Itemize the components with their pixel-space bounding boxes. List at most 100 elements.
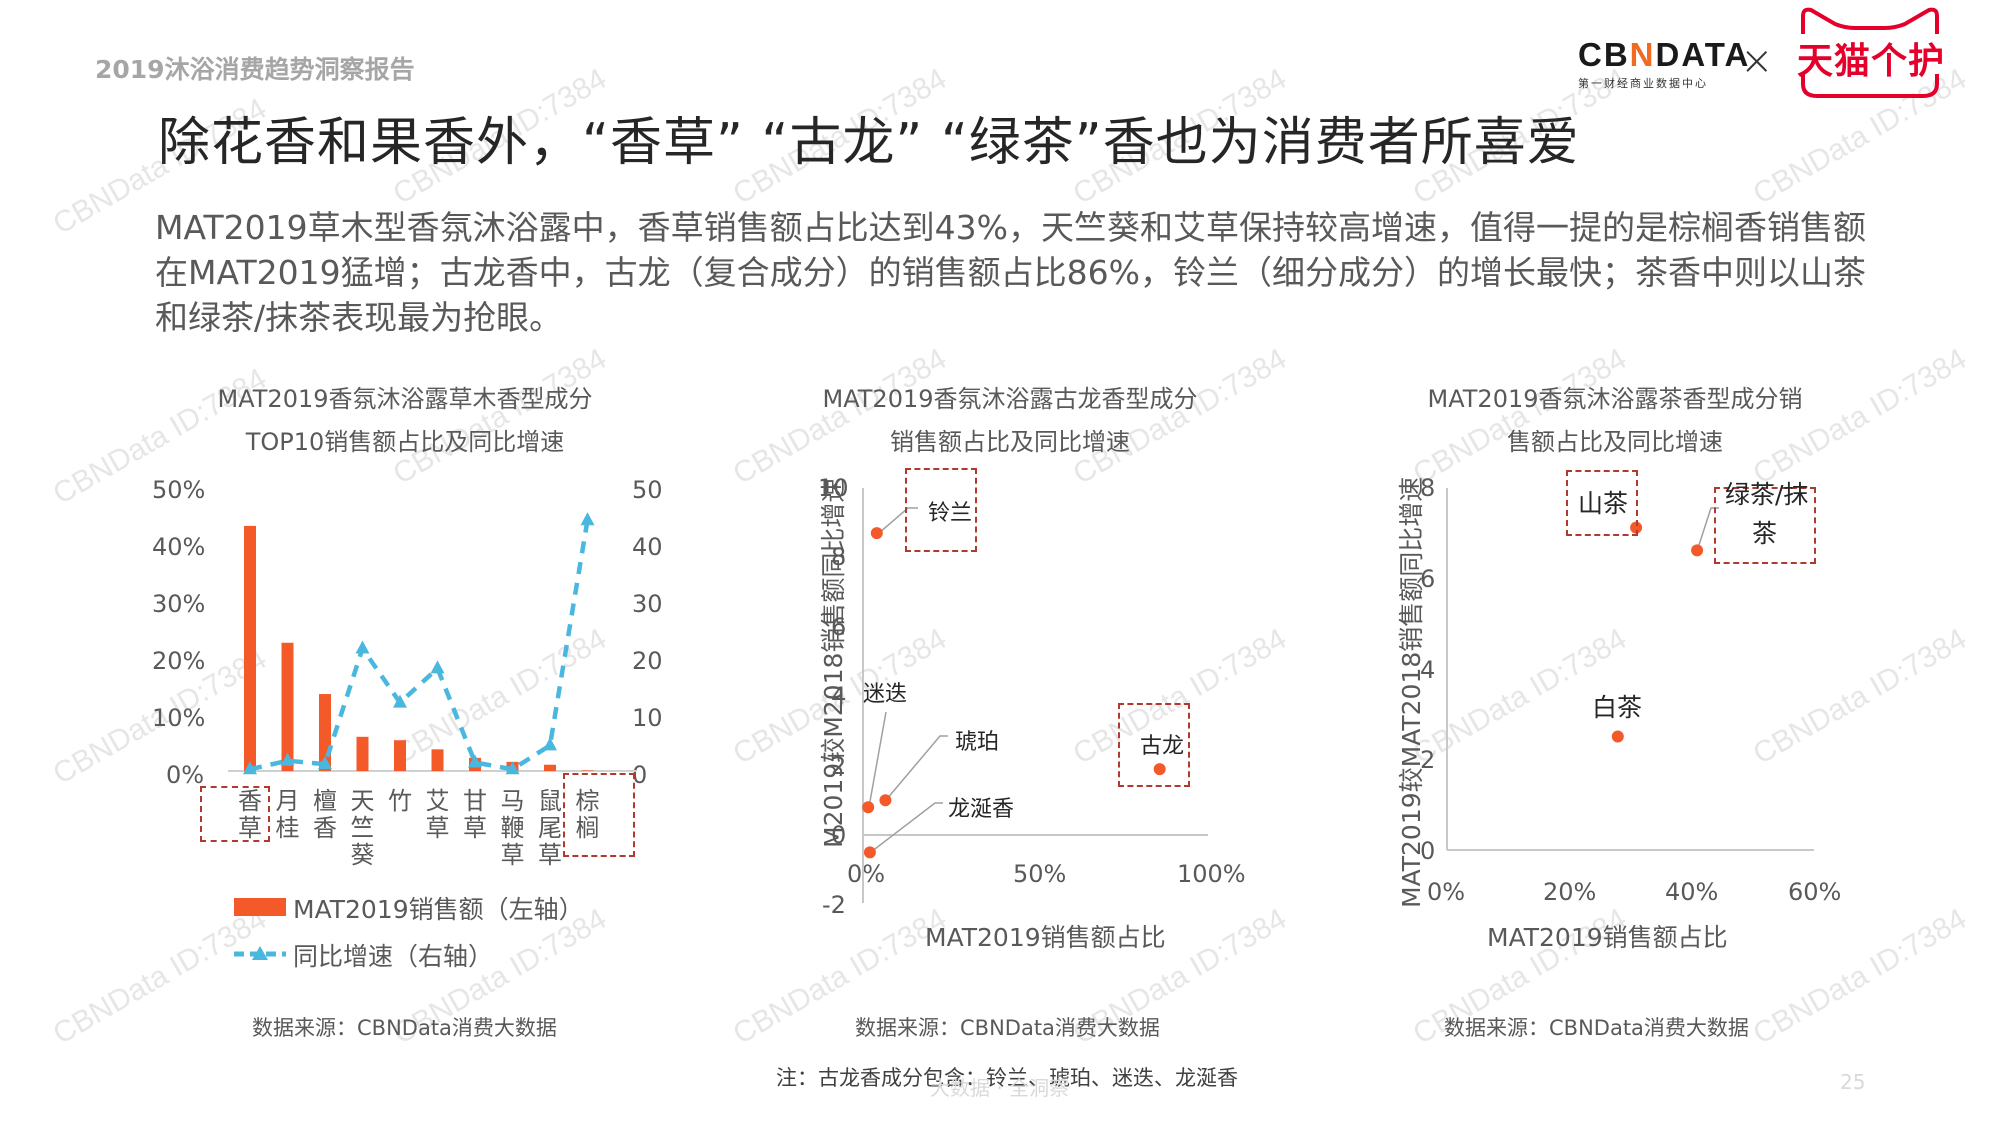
point-label: 古龙: [1140, 734, 1185, 759]
y-tick: 2: [831, 752, 847, 780]
x-tick: 100%: [1177, 860, 1246, 888]
x-category-label: 棕榈: [575, 787, 600, 842]
highlight-box-gulong: [1118, 703, 1190, 787]
legend-bar-label: MAT2019销售额（左轴）: [293, 895, 584, 924]
chart1-title: MAT2019香氛沐浴露草木香型成分 TOP10销售额占比及同比增速: [175, 378, 635, 464]
bar-竹: [394, 740, 406, 771]
legend-line-label: 同比增速（右轴）: [293, 942, 494, 971]
x-category-label: 鼠尾草: [538, 787, 562, 869]
line-marker-triangle-icon: [580, 512, 595, 526]
bar-天竺葵: [356, 736, 369, 771]
bar-香草: [244, 525, 256, 771]
report-name: 2019沐浴消费趋势洞察报告: [95, 55, 415, 84]
chart3-source: 数据来源：CBNData消费大数据: [1444, 1016, 1749, 1040]
x-tick: 20%: [1543, 878, 1597, 906]
point-label: 铃兰: [928, 501, 973, 526]
right-tick: 30: [632, 590, 663, 618]
y-tick: 6: [831, 613, 847, 641]
highlight-box-zonglv: [563, 773, 635, 857]
x-tick: 0%: [847, 860, 886, 888]
scatter-point-铃兰: [870, 527, 883, 540]
x-tick: 50%: [1013, 860, 1067, 888]
tmall-logo: 天猫个护: [1795, 4, 1945, 100]
y-tick: 4: [831, 682, 847, 710]
scatter-point-古龙: [1153, 763, 1166, 776]
point-label: 茶: [1752, 519, 1778, 548]
x-category-label: 月桂: [275, 787, 300, 842]
left-tick: 0%: [166, 761, 205, 789]
x-category-label: 竹: [388, 787, 412, 815]
tmall-cat-frame-icon: [1801, 7, 1939, 98]
highlight-box-shancha: [1566, 470, 1638, 536]
chart2-note: 注：古龙香成分包含：铃兰、琥珀、迷迭、龙涎香: [776, 1066, 1238, 1090]
bar-艾草: [431, 749, 444, 771]
point-label: 琥珀: [955, 730, 1000, 755]
scatter-point-琥珀: [879, 794, 892, 807]
logo-n-mark: N: [1629, 36, 1656, 73]
cbndata-subtitle: 第一财经商业数据中心: [1578, 77, 1708, 90]
left-tick: 50%: [152, 476, 206, 504]
chart3-points: [1611, 521, 1704, 743]
chart3-title: MAT2019香氛沐浴露茶香型成分销 售额占比及同比增速: [1385, 378, 1845, 464]
chart2-title: MAT2019香氛沐浴露古龙香型成分 销售额占比及同比增速: [780, 378, 1240, 464]
x-category-label: 甘草: [463, 787, 487, 842]
highlight-box-xiangcao: [200, 786, 270, 842]
chart2-source: 数据来源：CBNData消费大数据: [855, 1016, 1160, 1040]
line-marker-triangle-icon: [393, 694, 407, 708]
chart2-points: [862, 527, 1166, 859]
chart1-source: 数据来源：CBNData消费大数据: [252, 1016, 557, 1040]
logo-data: DATA: [1655, 36, 1751, 73]
right-tick: 50: [632, 476, 663, 504]
chart1-title-line1: MAT2019香氛沐浴露草木香型成分: [217, 385, 593, 413]
x-category-label: 檀香: [313, 787, 337, 842]
right-tick: 0: [632, 761, 648, 789]
footer-tagline: 大数据 · 全洞察: [930, 1076, 1070, 1100]
line-marker-triangle-icon: [318, 756, 332, 770]
summary-paragraph: MAT2019草木型香氛沐浴露中，香草销售额占比达到43%，天竺葵和艾草保持较高…: [155, 208, 1866, 337]
point-label: 白茶: [1592, 693, 1643, 722]
bar-棕榈: [581, 770, 594, 771]
line-marker-triangle-icon: [543, 737, 557, 751]
highlight-box-linglan: [905, 468, 977, 552]
point-label: 绿茶/抹: [1725, 480, 1809, 509]
legend-bar-swatch: [234, 898, 286, 916]
chart2-title-line1: MAT2019香氛沐浴露古龙香型成分: [822, 385, 1198, 413]
x-tick: 0%: [1427, 878, 1466, 906]
point-label: 山茶: [1578, 489, 1629, 518]
scatter-point-龙涎香: [863, 846, 876, 859]
bar-月桂: [281, 642, 294, 771]
scatter-point-迷迭: [862, 801, 875, 814]
x-category-label: 香草: [238, 787, 262, 842]
chart1-growth-line: [243, 512, 595, 775]
x-tick: 40%: [1665, 878, 1719, 906]
chart2-title-line2: 销售额占比及同比增速: [890, 428, 1130, 456]
y-tick: 10: [818, 474, 849, 502]
line-marker-triangle-icon: [243, 761, 257, 775]
y-tick: 8: [831, 543, 847, 571]
left-tick: 40%: [152, 533, 206, 561]
y-tick: 2: [1420, 746, 1436, 774]
left-tick: 20%: [152, 647, 206, 675]
y-tick: 8: [1420, 474, 1436, 502]
cbndata-logo: CBNDATA 第一财经商业数据中心: [1578, 38, 1750, 91]
page-number: 25: [1840, 1070, 1866, 1094]
y-tick: -2: [822, 891, 846, 919]
left-tick: 30%: [152, 590, 206, 618]
y-tick: 4: [1420, 656, 1436, 684]
page-title: 除花香和果香外，“香草” “古龙” “绿茶”香也为消费者所喜爱: [158, 113, 1580, 173]
point-label: 龙涎香: [948, 797, 1015, 822]
chart3-x-axis-title: MAT2019销售额占比: [1487, 923, 1728, 952]
times-icon: ×: [1740, 38, 1774, 84]
highlight-box-lvcha: [1714, 487, 1816, 564]
point-label: 迷迭: [863, 682, 908, 707]
chart3-title-line2: 售额占比及同比增速: [1507, 428, 1723, 456]
scatter-point-绿茶/抹茶: [1691, 544, 1704, 557]
right-tick: 40: [632, 533, 663, 561]
bar-鼠尾草: [544, 764, 556, 771]
x-category-label: 天竺葵: [350, 787, 375, 869]
line-marker-triangle-icon: [468, 754, 482, 768]
logo-cb: CB: [1578, 36, 1630, 73]
